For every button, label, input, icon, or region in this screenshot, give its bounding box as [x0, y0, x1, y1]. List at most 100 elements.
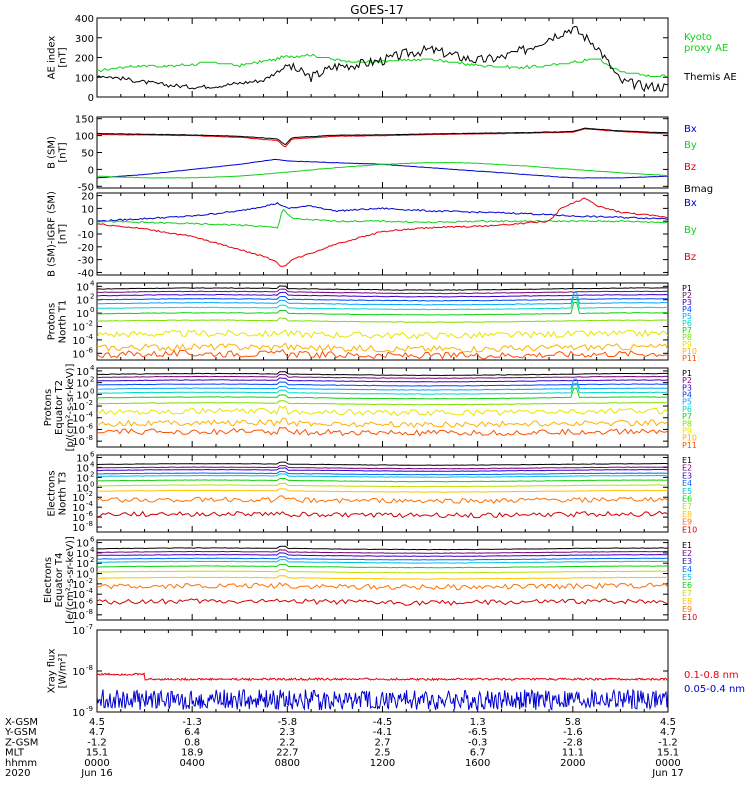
channel-legend-label: E3 [682, 557, 692, 566]
channel-legend-label: E6 [682, 495, 692, 504]
y-tick-label: 10 [72, 708, 85, 719]
channel-line [97, 598, 668, 607]
y-tick-exponent: -8 [86, 608, 93, 616]
channel-legend-label: P2 [682, 376, 692, 385]
legend-label: 0.1-0.8 nm [684, 670, 739, 681]
channel-line [97, 461, 668, 466]
channel-line [97, 426, 668, 437]
y-axis-label: [p/(cm²-s-sr-keV)] [65, 364, 76, 452]
channel-line [97, 285, 668, 291]
channel-legend-label: E8 [682, 597, 692, 606]
y-tick-exponent: 2 [90, 376, 94, 384]
x-axis-row-label: 2020 [5, 768, 30, 779]
y-tick-exponent: 6 [90, 450, 95, 458]
channel-legend-label: E4 [682, 565, 692, 574]
x-axis-value: 0800 [275, 758, 300, 769]
channel-legend-label: E4 [682, 479, 692, 488]
channel-line [97, 296, 668, 311]
channel-line [97, 378, 668, 391]
y-tick-label: 10 [72, 513, 85, 524]
channel-line [97, 582, 668, 591]
channel-legend-label: P2 [682, 291, 692, 300]
channel-legend-label: P3 [682, 383, 692, 392]
legend-label: By [684, 225, 697, 236]
legend-label: By [684, 140, 697, 151]
channel-legend-label: P1 [682, 369, 692, 378]
channel-legend-label: E10 [682, 525, 697, 534]
x-axis-value: Jun 16 [80, 768, 113, 779]
channel-legend-label: P8 [682, 333, 692, 342]
channel-line [97, 552, 668, 558]
x-axis-value: 15.1 [86, 748, 108, 759]
y-tick-label: 50 [81, 149, 94, 160]
x-axis-value: -1.3 [182, 717, 202, 728]
series-line-bx [97, 158, 668, 179]
y-tick-exponent: -6 [86, 422, 94, 430]
panel-bsm: -50 0 50 100 150 B (SM) [nT] Bx By Bz Bmag [47, 115, 714, 195]
channel-line [97, 465, 668, 470]
series-line-bmag [97, 127, 668, 146]
x-axis-row-label: X-GSM [5, 717, 38, 728]
y-tick-label: 10 [72, 425, 85, 436]
x-axis-value: -0.3 [468, 737, 488, 748]
y-axis-label: Protons [47, 303, 58, 340]
channel-line [97, 477, 668, 483]
y-tick-label: 10 [76, 549, 89, 560]
channel-line [97, 563, 668, 569]
y-tick-label: 200 [75, 54, 94, 65]
plot-area [97, 25, 668, 93]
channel-legend-label: E2 [682, 549, 692, 558]
y-tick-label: 10 [72, 503, 85, 514]
channel-line [97, 470, 668, 476]
channel-line [97, 473, 668, 478]
y-tick-exponent: -4 [86, 500, 94, 508]
channel-legend-label: P8 [682, 419, 692, 428]
y-axis-label: Equator T2 [54, 380, 65, 435]
series-line-by [97, 208, 668, 229]
channel-legend-label: E9 [682, 518, 692, 527]
y-tick-label: 10 [72, 626, 85, 637]
channel-line [97, 400, 668, 406]
y-tick-label: -50 [78, 182, 94, 193]
channel-legend-label: P6 [682, 319, 692, 328]
y-axis-label: Electrons [47, 470, 58, 516]
y-tick-label: 10 [72, 323, 85, 334]
y-axis-label: Equator T4 [54, 553, 65, 608]
plot-title: GOES-17 [350, 3, 404, 17]
x-axis-value: 4.5 [660, 717, 676, 728]
x-axis-value: 6.7 [470, 748, 486, 759]
y-tick-label: 400 [75, 14, 94, 25]
x-axis-value: -6.5 [468, 727, 488, 738]
channel-legend-label: P3 [682, 298, 692, 307]
channel-line [97, 317, 668, 323]
channel-legend-label: P6 [682, 405, 692, 414]
y-tick-exponent: -4 [86, 333, 94, 341]
x-axis-value: 2.2 [279, 737, 295, 748]
legend-label: Themis AE [683, 72, 737, 83]
y-tick-label: 10 [76, 473, 89, 484]
y-tick-exponent: 4 [90, 364, 95, 372]
y-tick-exponent: -2 [86, 320, 93, 328]
y-axis-label: North T3 [58, 472, 69, 516]
legend-label: Bz [684, 162, 696, 173]
channel-line [97, 559, 668, 564]
y-tick-label: 10 [72, 523, 85, 534]
x-axis-value: -5.8 [278, 717, 298, 728]
y-tick-label: 10 [76, 282, 89, 293]
x-axis-value: 2000 [560, 758, 585, 769]
y-tick-exponent: 0 [90, 306, 94, 314]
y-axis-label: Xray flux [47, 649, 58, 694]
x-axis-value: 0.8 [184, 737, 200, 748]
y-tick-label: 10 [72, 580, 85, 591]
y-tick-label: 300 [75, 34, 94, 45]
x-axis-value: 4.7 [660, 727, 676, 738]
x-axis-value: Jun 17 [651, 768, 684, 779]
channel-legend-label: P10 [682, 434, 697, 443]
legend-label: Bz [684, 252, 696, 263]
channel-legend-label: E2 [682, 464, 692, 473]
x-axis-value: 1600 [465, 758, 490, 769]
